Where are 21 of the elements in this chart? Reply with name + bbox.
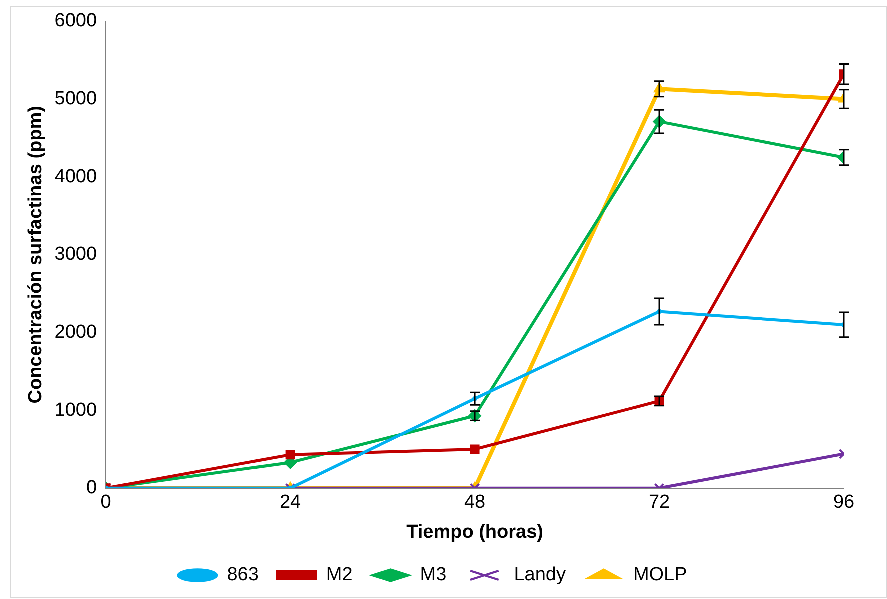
- y-tick-label: 4000: [54, 166, 98, 188]
- legend-label: M2: [326, 564, 353, 586]
- point: [286, 450, 296, 460]
- y-tick-label: 0: [86, 478, 98, 499]
- y-axis-title: Concentración surfactinas (ppm): [26, 106, 47, 404]
- x-axis-title: Tiempo (horas): [406, 522, 544, 543]
- y-tick-label: 2000: [54, 322, 98, 343]
- x-tick-label: 0: [100, 492, 112, 514]
- legend-label: MOLP: [633, 564, 688, 586]
- legend-label: M3: [420, 564, 447, 586]
- x-tick-label: 72: [648, 492, 670, 514]
- y-tick-label: 1000: [54, 400, 98, 421]
- y-tick-label: 5000: [54, 88, 98, 110]
- y-tick-label: 3000: [54, 244, 98, 266]
- legend-label: 863: [227, 564, 259, 586]
- y-tick-label: 6000: [54, 10, 98, 32]
- legend-label: Landy: [514, 564, 566, 586]
- x-tick-label: 48: [464, 492, 486, 514]
- point: [470, 444, 480, 454]
- x-tick-label: 24: [280, 492, 302, 514]
- x-tick-label: 96: [833, 492, 855, 514]
